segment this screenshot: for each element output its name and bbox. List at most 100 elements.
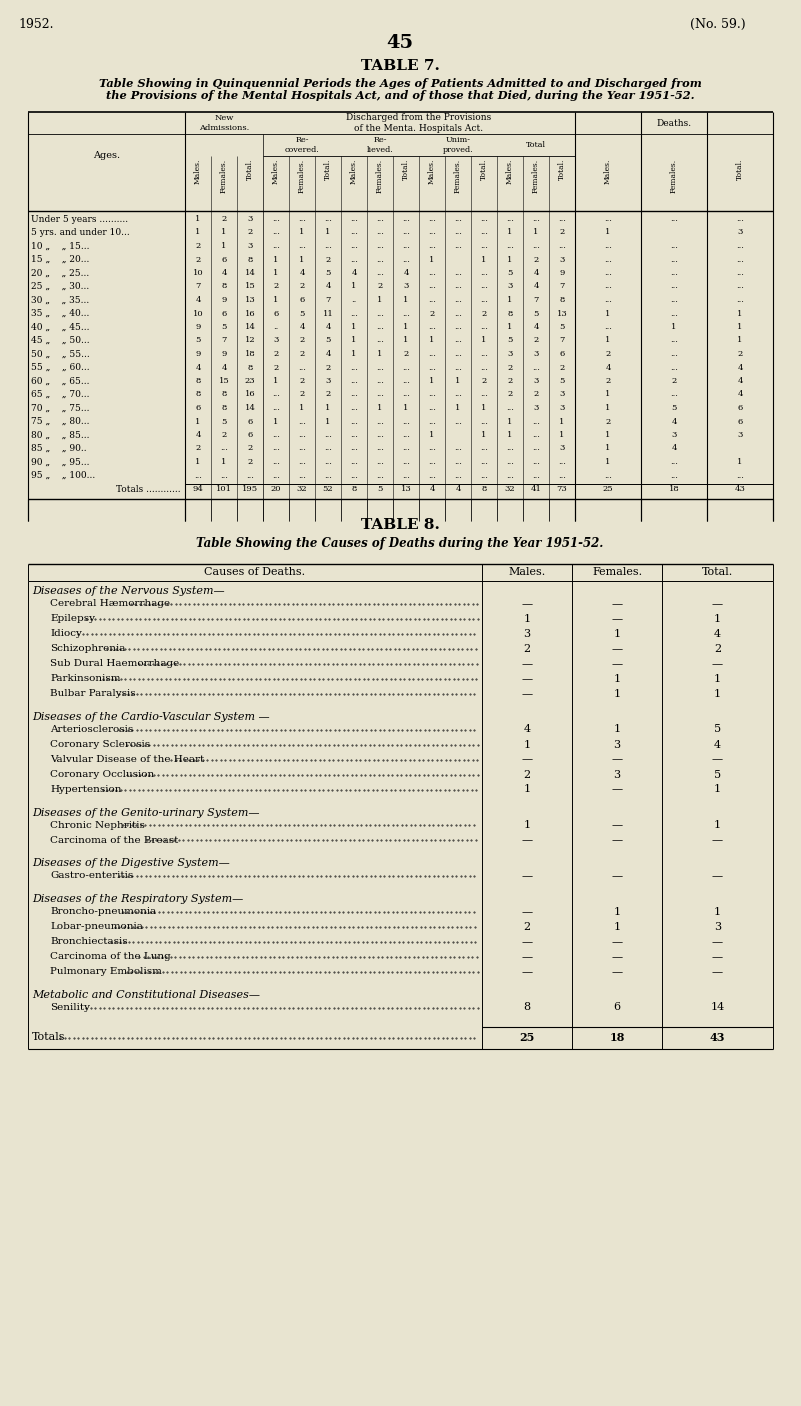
Text: ...: ... bbox=[298, 458, 306, 465]
Text: 1: 1 bbox=[606, 229, 610, 236]
Text: 1: 1 bbox=[606, 391, 610, 398]
Text: Valvular Disease of the Heart: Valvular Disease of the Heart bbox=[50, 755, 204, 763]
Text: Causes of Deaths.: Causes of Deaths. bbox=[204, 567, 305, 576]
Text: Females.: Females. bbox=[532, 159, 540, 193]
Text: 1: 1 bbox=[429, 336, 435, 344]
Text: Males.: Males. bbox=[506, 159, 514, 184]
Text: Females.: Females. bbox=[220, 159, 228, 193]
Text: 1: 1 bbox=[325, 404, 331, 412]
Text: 2: 2 bbox=[738, 350, 743, 359]
Text: 6: 6 bbox=[248, 418, 252, 426]
Text: ...: ... bbox=[350, 242, 358, 250]
Text: ...: ... bbox=[454, 269, 462, 277]
Text: —: — bbox=[611, 599, 622, 609]
Text: —: — bbox=[712, 755, 723, 765]
Text: ...: ... bbox=[670, 336, 678, 344]
Text: 9: 9 bbox=[221, 297, 227, 304]
Text: Hypertension: Hypertension bbox=[50, 785, 122, 794]
Text: 4: 4 bbox=[714, 628, 721, 638]
Text: —: — bbox=[521, 936, 533, 946]
Text: 4: 4 bbox=[455, 485, 461, 494]
Text: 30 „    „ 35...: 30 „ „ 35... bbox=[31, 295, 89, 305]
Text: ...: ... bbox=[350, 471, 358, 479]
Text: —: — bbox=[521, 673, 533, 683]
Text: 7: 7 bbox=[559, 283, 565, 291]
Text: 1: 1 bbox=[523, 614, 530, 624]
Text: ...: ... bbox=[558, 215, 566, 224]
Text: 2: 2 bbox=[300, 350, 304, 359]
Text: ...: ... bbox=[670, 297, 678, 304]
Text: Totals: Totals bbox=[32, 1032, 66, 1042]
Text: 4: 4 bbox=[300, 323, 304, 330]
Text: —: — bbox=[521, 870, 533, 882]
Text: ...: ... bbox=[402, 229, 410, 236]
Text: ...: ... bbox=[506, 242, 514, 250]
Text: Idiocy: Idiocy bbox=[50, 630, 82, 638]
Text: 1: 1 bbox=[377, 350, 383, 359]
Text: 2: 2 bbox=[559, 364, 565, 371]
Text: 1: 1 bbox=[606, 336, 610, 344]
Text: 2: 2 bbox=[507, 364, 513, 371]
Text: Bulbar Paralysis: Bulbar Paralysis bbox=[50, 689, 135, 699]
Text: 1: 1 bbox=[455, 377, 461, 385]
Text: 3: 3 bbox=[614, 740, 621, 749]
Text: 2: 2 bbox=[671, 377, 677, 385]
Text: 2: 2 bbox=[523, 769, 530, 779]
Text: Re-
covered.: Re- covered. bbox=[284, 136, 320, 153]
Text: ...: ... bbox=[376, 336, 384, 344]
Text: 1: 1 bbox=[523, 785, 530, 794]
Text: —: — bbox=[521, 907, 533, 917]
Text: ...: ... bbox=[532, 418, 540, 426]
Text: —: — bbox=[712, 870, 723, 882]
Text: 1: 1 bbox=[481, 256, 487, 263]
Text: 8: 8 bbox=[481, 485, 487, 494]
Text: 1: 1 bbox=[614, 724, 621, 734]
Text: 101: 101 bbox=[216, 485, 232, 494]
Text: ...: ... bbox=[428, 404, 436, 412]
Text: ...: ... bbox=[480, 458, 488, 465]
Text: Diseases of the Genito-urinary System—: Diseases of the Genito-urinary System— bbox=[32, 807, 260, 817]
Text: 1: 1 bbox=[507, 432, 513, 439]
Text: ...: ... bbox=[454, 471, 462, 479]
Text: ...: ... bbox=[604, 256, 612, 263]
Text: 43: 43 bbox=[710, 1032, 725, 1043]
Text: 3: 3 bbox=[614, 769, 621, 779]
Text: 15: 15 bbox=[219, 377, 229, 385]
Text: ...: ... bbox=[428, 364, 436, 371]
Text: 3: 3 bbox=[533, 377, 539, 385]
Text: 2: 2 bbox=[300, 336, 304, 344]
Text: 6: 6 bbox=[300, 297, 304, 304]
Text: 52: 52 bbox=[323, 485, 333, 494]
Text: 7: 7 bbox=[195, 283, 201, 291]
Text: 2: 2 bbox=[404, 350, 409, 359]
Text: 8: 8 bbox=[195, 377, 201, 385]
Text: 18: 18 bbox=[669, 485, 679, 494]
Text: ...: ... bbox=[376, 458, 384, 465]
Text: 2: 2 bbox=[507, 377, 513, 385]
Text: ...: ... bbox=[604, 471, 612, 479]
Text: ...: ... bbox=[350, 432, 358, 439]
Text: 60 „    „ 65...: 60 „ „ 65... bbox=[31, 377, 90, 385]
Text: ...: ... bbox=[428, 269, 436, 277]
Text: ...: ... bbox=[376, 444, 384, 453]
Text: 1: 1 bbox=[221, 242, 227, 250]
Text: 1: 1 bbox=[737, 458, 743, 465]
Text: 5: 5 bbox=[221, 323, 227, 330]
Text: Under 5 years ..........: Under 5 years .......... bbox=[31, 215, 128, 224]
Text: 35 „    „ 40...: 35 „ „ 40... bbox=[31, 309, 90, 318]
Text: 1: 1 bbox=[429, 256, 435, 263]
Text: 90 „    „ 95...: 90 „ „ 95... bbox=[31, 457, 90, 467]
Text: 1: 1 bbox=[352, 336, 356, 344]
Text: 2: 2 bbox=[221, 432, 227, 439]
Text: 2: 2 bbox=[481, 309, 487, 318]
Text: ...: ... bbox=[376, 377, 384, 385]
Text: 3: 3 bbox=[404, 283, 409, 291]
Text: 8: 8 bbox=[248, 364, 252, 371]
Text: ...: ... bbox=[454, 215, 462, 224]
Text: ...: ... bbox=[670, 458, 678, 465]
Text: 4: 4 bbox=[221, 364, 227, 371]
Text: ...: ... bbox=[428, 391, 436, 398]
Text: 4: 4 bbox=[195, 297, 201, 304]
Text: 1: 1 bbox=[714, 614, 721, 624]
Text: 1: 1 bbox=[325, 418, 331, 426]
